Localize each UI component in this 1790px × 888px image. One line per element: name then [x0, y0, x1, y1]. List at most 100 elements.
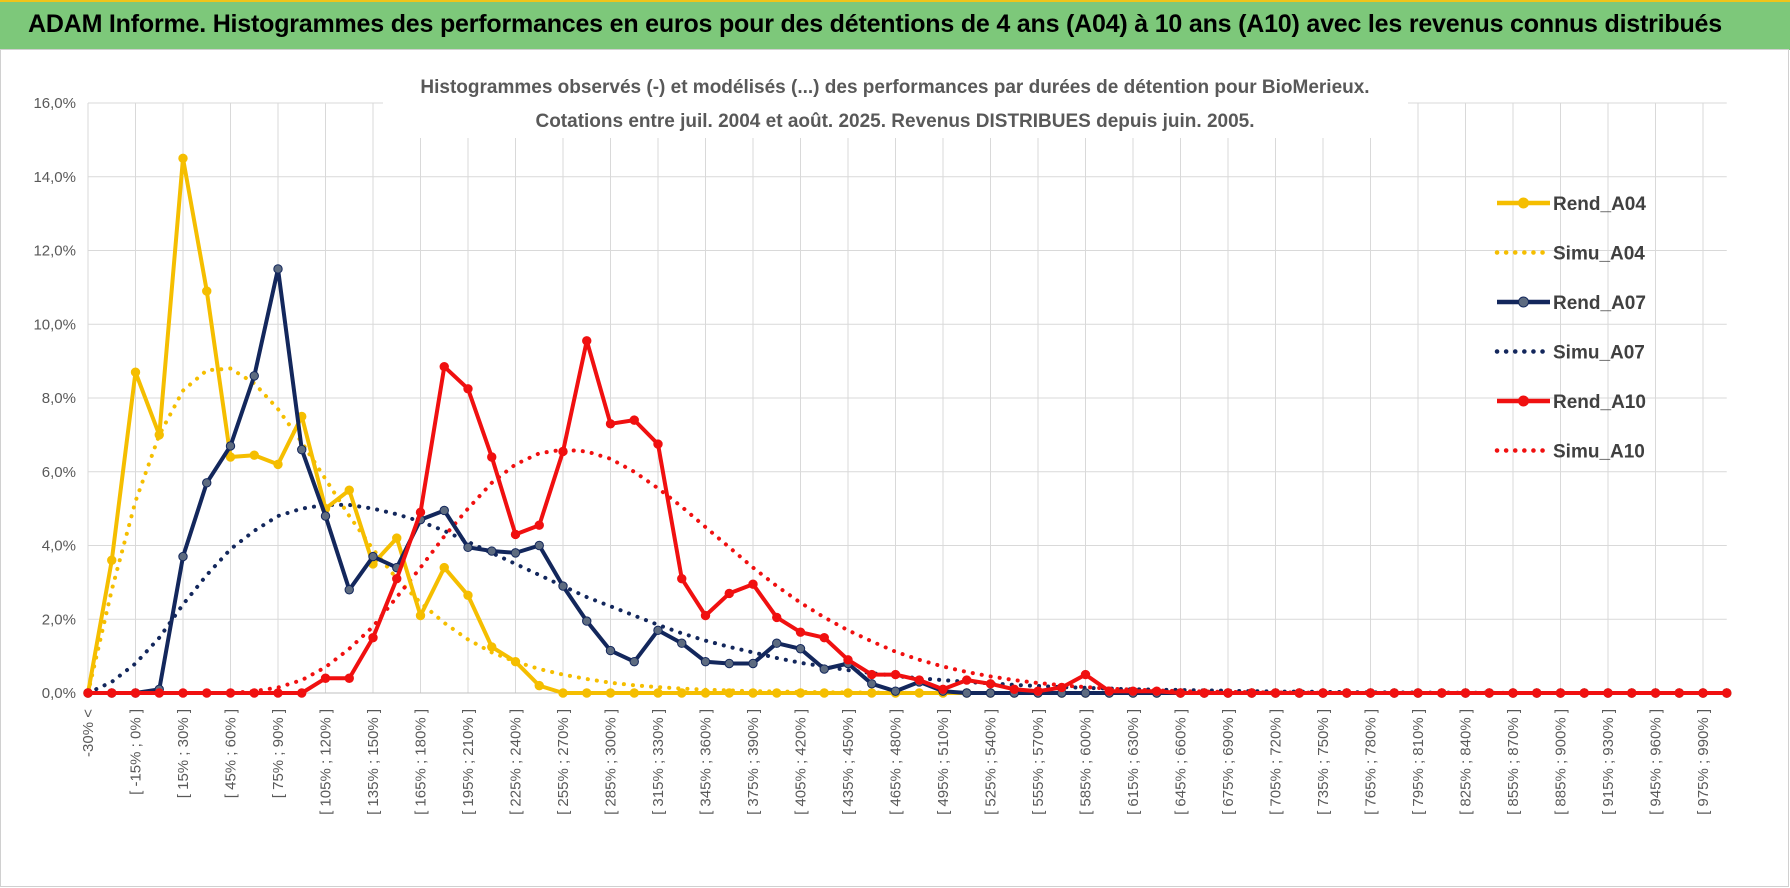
- data-point: [914, 688, 924, 698]
- data-point: [938, 684, 948, 695]
- legend-marker: [1518, 296, 1529, 308]
- series-rend-a10: [83, 336, 1732, 698]
- data-point: [463, 542, 473, 553]
- legend-label: Simu_A10: [1553, 442, 1645, 463]
- x-tick-label: [ 375% ; 390% ]: [745, 709, 762, 815]
- data-point: [629, 656, 639, 667]
- series-line: [86, 447, 1729, 695]
- data-point: [558, 581, 568, 591]
- y-tick-label: 12,0%: [33, 243, 76, 260]
- data-point: [392, 573, 402, 584]
- x-axis-ticks: -30% < [ -15% ; 0% ] [ 15% ; 30% ] [ 45% ; …: [80, 709, 1712, 815]
- data-point: [1389, 688, 1399, 698]
- y-axis-ticks: 0,0% 2,0% 4,0% 6,0% 8,0% 10,0% 12,0% 14,0% 16,0%: [33, 95, 76, 702]
- data-point: [1080, 669, 1091, 680]
- data-point: [1413, 688, 1423, 698]
- data-point: [605, 419, 616, 429]
- y-tick-label: 8,0%: [42, 390, 76, 407]
- x-tick-label: [ 615% ; 630% ]: [1125, 709, 1142, 815]
- series-line: [86, 366, 1729, 695]
- x-tick-label: [ 75% ; 90% ]: [270, 709, 287, 798]
- x-tick-label: [ 825% ; 840% ]: [1458, 709, 1475, 815]
- data-point: [1437, 688, 1447, 698]
- data-point: [1650, 688, 1661, 698]
- y-tick-label: 10,0%: [33, 316, 76, 333]
- x-tick-label: [ 645% ; 660% ]: [1173, 709, 1190, 815]
- data-point: [772, 638, 782, 648]
- chart-subtitle: Cotations entre juil. 2004 et août. 2025…: [535, 111, 1254, 132]
- x-tick-label: [ 495% ; 510% ]: [935, 709, 952, 815]
- data-point: [1033, 686, 1043, 696]
- data-point: [1674, 688, 1684, 698]
- data-point: [1009, 684, 1019, 695]
- x-tick-label: [ 195% ; 210% ]: [460, 709, 477, 815]
- data-point: [463, 384, 473, 394]
- data-point: [605, 645, 616, 656]
- data-point: [653, 439, 663, 449]
- x-tick-label: [ 705% ; 720% ]: [1268, 709, 1285, 815]
- x-tick-label: [ 315% ; 330% ]: [650, 709, 667, 815]
- data-point: [795, 688, 806, 698]
- data-point: [487, 642, 497, 652]
- legend-item: Rend_A07: [1497, 293, 1646, 314]
- data-point: [1532, 688, 1542, 698]
- data-point: [843, 688, 853, 698]
- data-point: [772, 688, 782, 698]
- data-point: [463, 590, 473, 600]
- data-point: [724, 658, 734, 669]
- series-simu-a04: [86, 366, 1729, 695]
- data-point: [819, 632, 829, 643]
- y-tick-label: 0,0%: [42, 685, 76, 702]
- data-point: [392, 533, 402, 543]
- series-simu-a10: [86, 447, 1729, 695]
- data-point: [510, 529, 521, 540]
- data-point: [107, 688, 117, 698]
- x-tick-label: [ 675% ; 690% ]: [1220, 709, 1237, 815]
- y-tick-label: 6,0%: [42, 464, 76, 481]
- legend-label: Simu_A07: [1553, 343, 1645, 364]
- series-line: [88, 266, 1727, 695]
- data-point: [1579, 688, 1589, 698]
- data-point: [1270, 688, 1281, 698]
- title-banner: ADAM Informe. Histogrammes des performan…: [0, 0, 1790, 50]
- data-point: [985, 688, 996, 698]
- data-point: [1199, 688, 1209, 698]
- x-tick-label: [ 285% ; 300% ]: [603, 709, 620, 815]
- data-point: [629, 688, 639, 698]
- data-point: [1152, 686, 1162, 696]
- data-point: [415, 507, 426, 518]
- data-point: [439, 361, 449, 372]
- data-point: [273, 459, 283, 470]
- legend-label: Rend_A10: [1553, 392, 1646, 413]
- grid: [87, 102, 1727, 694]
- data-point: [510, 548, 521, 558]
- data-point: [1175, 688, 1186, 698]
- data-point: [297, 444, 307, 455]
- data-point: [1555, 688, 1566, 698]
- data-point: [914, 675, 924, 685]
- data-point: [605, 688, 616, 698]
- data-point: [1080, 688, 1091, 698]
- data-point: [107, 555, 117, 565]
- data-point: [748, 688, 758, 698]
- data-point: [867, 669, 877, 680]
- x-tick-label: [ 165% ; 180% ]: [413, 709, 430, 815]
- x-tick-label: [ 225% ; 240% ]: [508, 709, 525, 815]
- data-point: [653, 625, 663, 636]
- data-point: [225, 688, 236, 698]
- series-line: [86, 502, 1729, 695]
- chart-title-group: Histogrammes observés (-) et modélisés (…: [383, 70, 1408, 138]
- data-point: [202, 286, 212, 296]
- data-point: [867, 679, 877, 689]
- data-point: [249, 371, 259, 381]
- x-tick-label: [ 435% ; 450% ]: [840, 709, 857, 815]
- data-point: [1627, 688, 1637, 698]
- page-title: ADAM Informe. Histogrammes des performan…: [28, 10, 1722, 38]
- data-point: [439, 562, 449, 573]
- series-rend-a04: [83, 153, 1732, 698]
- x-tick-label: [ 45% ; 60% ]: [223, 709, 240, 798]
- data-point: [130, 688, 141, 698]
- data-point: [83, 688, 93, 698]
- data-point: [344, 585, 354, 595]
- data-point: [202, 478, 212, 488]
